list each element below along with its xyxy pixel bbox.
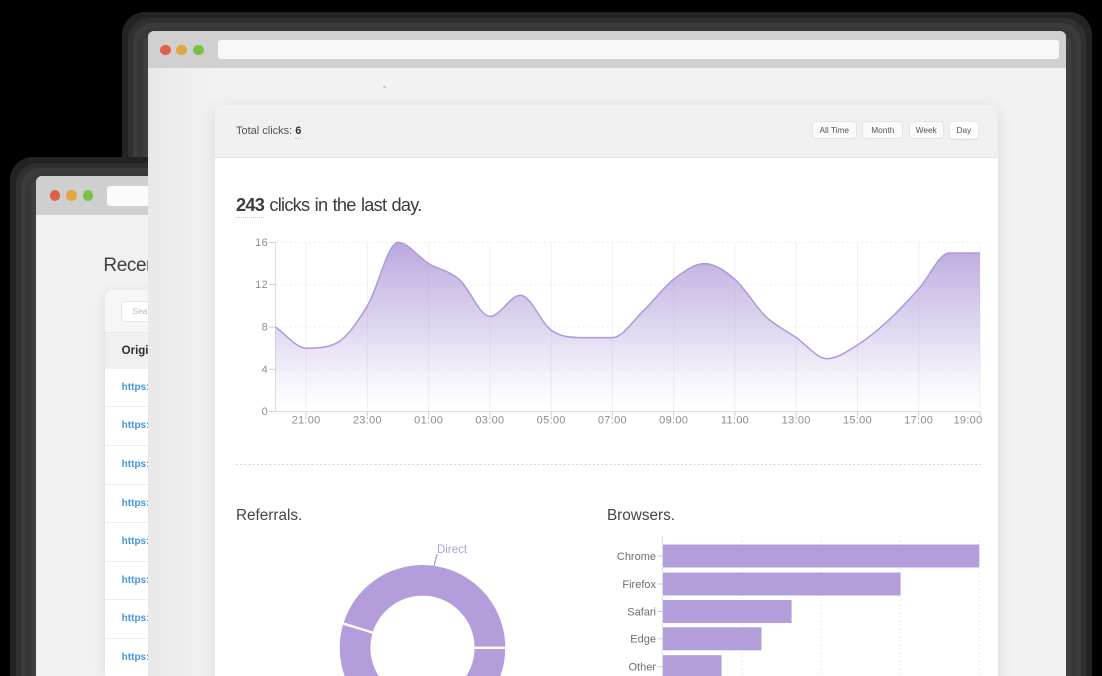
svg-text:01:00: 01:00 bbox=[414, 414, 443, 426]
svg-text:0: 0 bbox=[261, 406, 267, 418]
svg-text:Direct: Direct bbox=[437, 544, 468, 556]
svg-text:Safari: Safari bbox=[627, 606, 656, 618]
svg-text:Chrome: Chrome bbox=[617, 551, 656, 563]
svg-text:Other: Other bbox=[628, 661, 656, 673]
svg-text:16: 16 bbox=[255, 237, 268, 249]
svg-text:07:00: 07:00 bbox=[597, 414, 626, 426]
svg-text:03:00: 03:00 bbox=[475, 414, 504, 426]
svg-text:8: 8 bbox=[261, 321, 267, 333]
svg-text:4: 4 bbox=[261, 364, 267, 376]
svg-text:Firefox: Firefox bbox=[622, 579, 656, 591]
svg-text:21:00: 21:00 bbox=[291, 414, 320, 426]
svg-text:19:00: 19:00 bbox=[953, 414, 982, 426]
svg-text:09:00: 09:00 bbox=[659, 414, 688, 426]
svg-text:13:00: 13:00 bbox=[781, 414, 810, 426]
svg-text:15:00: 15:00 bbox=[843, 414, 872, 426]
svg-text:23:00: 23:00 bbox=[352, 414, 381, 426]
svg-text:11:00: 11:00 bbox=[720, 414, 748, 426]
svg-text:Edge: Edge bbox=[630, 634, 656, 646]
svg-text:12: 12 bbox=[255, 279, 268, 291]
svg-text:17:00: 17:00 bbox=[904, 414, 933, 426]
svg-text:05:00: 05:00 bbox=[536, 414, 565, 426]
